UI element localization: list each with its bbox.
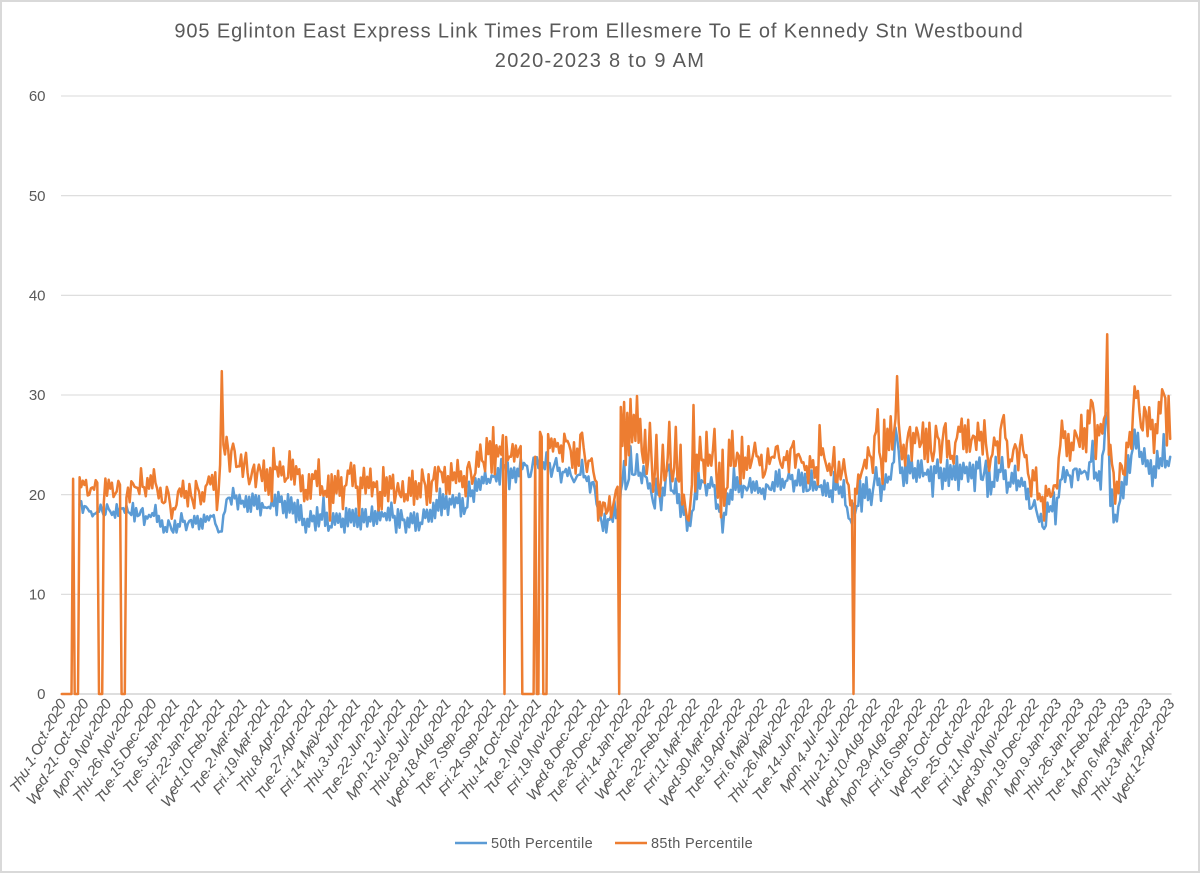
svg-text:2020-2023 8 to 9 AM: 2020-2023 8 to 9 AM	[495, 50, 705, 72]
svg-text:10: 10	[29, 587, 46, 604]
svg-text:60: 60	[29, 88, 46, 105]
svg-text:0: 0	[37, 686, 45, 703]
svg-text:905 Eglinton East Express Link: 905 Eglinton East Express Link Times Fro…	[174, 21, 1023, 43]
svg-text:20: 20	[29, 487, 46, 504]
svg-text:30: 30	[29, 387, 46, 404]
svg-text:50: 50	[29, 188, 46, 205]
svg-text:50th Percentile: 50th Percentile	[491, 836, 593, 852]
svg-text:85th Percentile: 85th Percentile	[651, 836, 753, 852]
svg-text:40: 40	[29, 288, 46, 305]
